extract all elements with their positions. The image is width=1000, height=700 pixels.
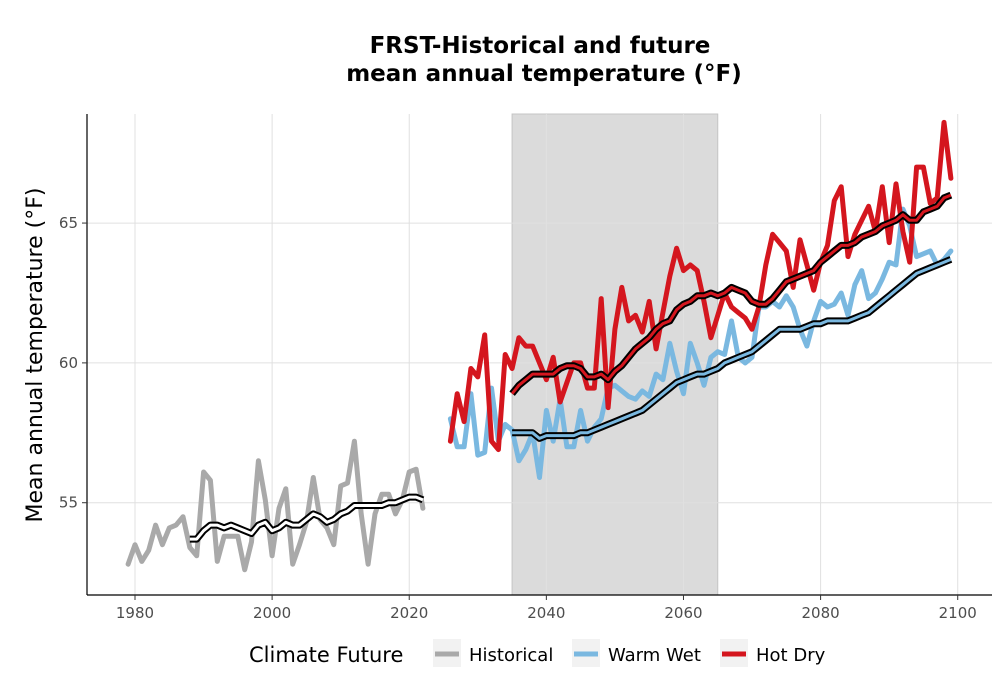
y-axis-label: Mean annual temperature (°F) [23,188,48,523]
y-tick-label-65: 65 [59,214,78,232]
x-tick-label-1980: 1980 [116,604,154,622]
axes: 1980 2000 2020 2040 2060 2080 2100 55 60 65 [59,114,992,622]
chart-title-line-2: mean annual temperature (°F) [346,61,742,87]
legend-title: Climate Future [249,643,403,667]
smooth-core-hot-dry [510,193,952,395]
plot-area [87,113,992,596]
series-hot-dry-smooth [509,191,953,396]
series-hot-dry [447,119,954,453]
series-layer [125,119,954,573]
x-tick-label-2060: 2060 [664,604,702,622]
x-tick-label-2020: 2020 [390,604,428,622]
series-historical-smooth [189,493,425,543]
smooth-core-historical [189,495,424,541]
legend: Climate Future Historical Warm Wet Hot D… [249,639,826,667]
y-tick-label-60: 60 [59,354,78,372]
y-tick-label-55: 55 [59,494,78,512]
x-tick-label-2000: 2000 [253,604,291,622]
legend-label-hot-dry: Hot Dry [756,645,826,666]
x-tick-label-2080: 2080 [802,604,840,622]
chart-title-line-1: FRST-Historical and future [370,33,711,59]
series-warm-wet-smooth [512,256,953,442]
smooth-core-warm-wet [512,258,952,440]
x-tick-label-2100: 2100 [939,604,977,622]
legend-label-warm-wet: Warm Wet [608,645,701,666]
x-tick-label-2040: 2040 [527,604,565,622]
legend-label-historical: Historical [469,645,553,666]
